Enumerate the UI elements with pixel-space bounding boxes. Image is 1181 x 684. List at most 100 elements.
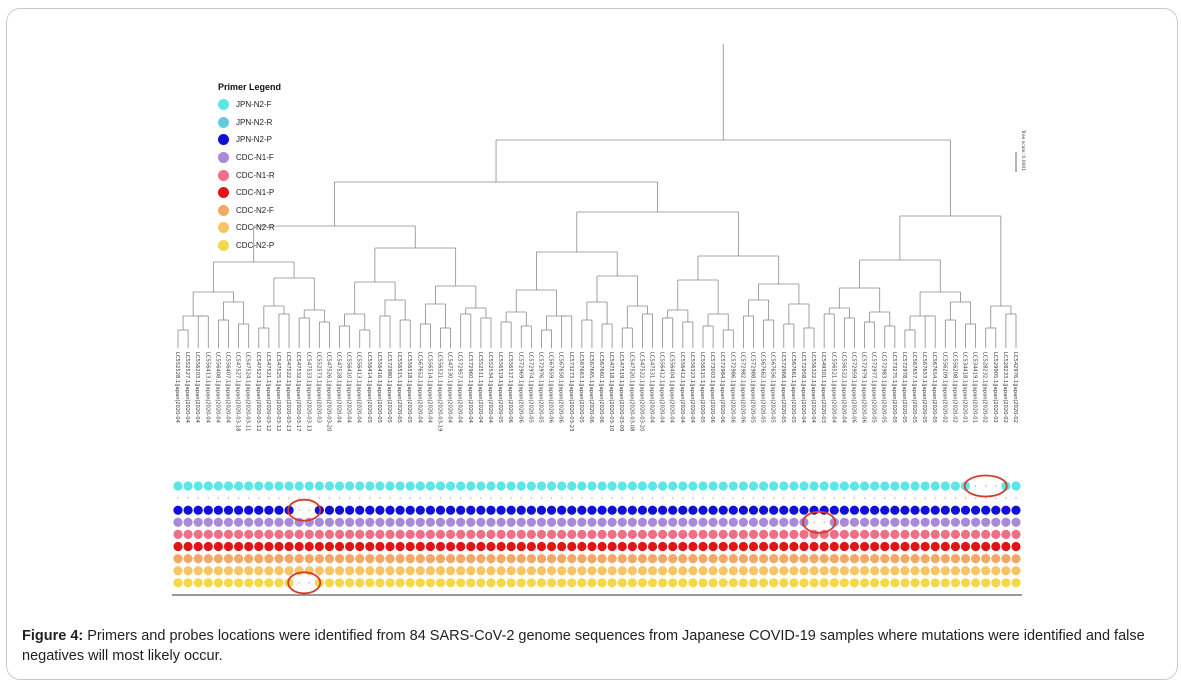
primer-site-dot	[900, 517, 910, 527]
sample-label: LC567653.1|Japan|2020-05	[921, 352, 927, 423]
primer-site-dot	[960, 481, 971, 491]
primer-site-mismatch	[621, 497, 623, 499]
primer-site-dot	[678, 541, 688, 552]
primer-site-dot	[587, 554, 597, 564]
sample-label: LC556209.1|Japan|2020-02	[941, 352, 947, 423]
primer-site-mismatch	[480, 497, 482, 499]
primer-site-dot	[819, 566, 829, 576]
primer-site-dot	[466, 566, 476, 576]
primer-site-dot	[385, 578, 395, 588]
primer-site-dot	[546, 481, 557, 491]
primer-site-dot	[637, 517, 648, 527]
primer-site-mismatch	[217, 497, 220, 499]
primer-site-dot	[880, 505, 890, 515]
sample-label: LC547527.1|Japan|2020-03-18	[235, 352, 241, 431]
primer-site-dot	[789, 541, 799, 552]
primer-site-dot	[859, 578, 870, 588]
primer-site-dot	[244, 517, 254, 527]
primer-site-mismatch	[873, 497, 876, 499]
primer-site-dot	[284, 517, 294, 527]
primer-site-dot	[486, 554, 496, 564]
primer-site-dot	[617, 529, 627, 539]
primer-site-dot	[557, 529, 567, 539]
primer-site-mismatch	[247, 497, 250, 499]
primer-site-dot	[718, 517, 728, 527]
primer-site-dot	[789, 481, 799, 491]
primer-site-mismatch	[187, 497, 189, 499]
primer-site-dot	[1001, 529, 1011, 539]
primer-site-dot	[274, 578, 284, 588]
primer-site-dot	[870, 529, 880, 539]
primer-site-dot	[758, 578, 769, 588]
primer-site-dot	[294, 541, 304, 552]
phylogenetic-figure: Tree scale: 0.0001 LC552528.1|Japan|2020…	[172, 44, 1026, 596]
primer-site-mismatch	[702, 497, 704, 499]
primer-site-dot	[415, 505, 425, 515]
primer-site-dot	[900, 566, 910, 576]
primer-site-dot	[890, 541, 900, 552]
primer-site-mismatch	[843, 497, 846, 499]
primer-site-dot	[173, 517, 183, 527]
sample-label: LC572978.1|Japan|2020-05	[901, 352, 907, 423]
primer-site-dot	[738, 517, 748, 527]
primer-site-dot	[708, 529, 718, 539]
primer-site-dot	[567, 481, 577, 491]
primer-site-dot	[607, 529, 617, 539]
primer-site-dot	[506, 541, 516, 552]
primer-site-dot	[637, 481, 648, 491]
primer-site-dot	[647, 505, 658, 515]
primer-site-dot	[324, 517, 335, 527]
sample-label: LC556404.1|Japan|2020-04	[669, 352, 675, 424]
primer-site-dot	[960, 541, 971, 552]
primer-site-dot	[496, 481, 506, 491]
primer-site-dot	[415, 517, 425, 527]
primer-site-dot	[991, 541, 1001, 552]
primer-site-dot	[294, 529, 304, 539]
primer-site-mismatch	[813, 497, 815, 499]
primer-site-dot	[779, 566, 789, 576]
primer-site-dot	[809, 541, 819, 552]
primer-site-dot	[748, 481, 759, 491]
sample-label: LC573273.1|Japan|2020-03-23	[568, 352, 574, 431]
primer-site-dot	[940, 578, 950, 588]
primer-site-dot	[446, 578, 456, 588]
primer-site-dot	[900, 578, 910, 588]
primer-site-mismatch	[591, 497, 593, 499]
primer-site-dot	[1011, 566, 1021, 576]
primer-site-dot	[345, 578, 355, 588]
sample-label: LC572988.1|Japan|2020-05	[749, 352, 755, 423]
primer-site-dot	[546, 505, 557, 515]
primer-site-dot	[607, 578, 617, 588]
primer-site-dot	[546, 566, 557, 576]
primer-site-dot	[688, 481, 698, 491]
primer-site-dot	[183, 529, 193, 539]
primer-site-mismatch	[278, 497, 280, 499]
sample-label: LC556514.1|Japan|2020-04	[426, 352, 432, 424]
primer-site-dot	[425, 529, 436, 539]
primer-site-dot	[728, 541, 738, 552]
primer-site-dot	[355, 578, 365, 588]
primer-site-dot	[859, 505, 870, 515]
primer-site-dot	[577, 481, 587, 491]
primer-site-dot	[981, 505, 991, 515]
primer-site-dot	[183, 554, 193, 564]
primer-site-dot	[577, 566, 587, 576]
primer-site-dot	[435, 517, 446, 527]
primer-site-dot	[1001, 481, 1011, 491]
primer-site-dot	[617, 505, 627, 515]
primer-site-mismatch	[823, 521, 825, 523]
primer-site-dot	[567, 566, 577, 576]
primer-site-dot	[930, 578, 940, 588]
primer-site-dot	[688, 566, 698, 576]
primer-site-dot	[950, 578, 961, 588]
primer-site-dot	[264, 541, 274, 552]
primer-site-dot	[1011, 505, 1021, 515]
primer-site-dot	[819, 578, 829, 588]
primer-site-dot	[728, 481, 738, 491]
primer-site-dot	[779, 517, 789, 527]
primer-site-dot	[516, 578, 526, 588]
primer-site-dot	[476, 517, 486, 527]
sample-label: LC556416.1|Japan|2020-05	[376, 352, 382, 423]
primer-site-dot	[658, 554, 668, 564]
mutation-ring	[802, 510, 837, 534]
